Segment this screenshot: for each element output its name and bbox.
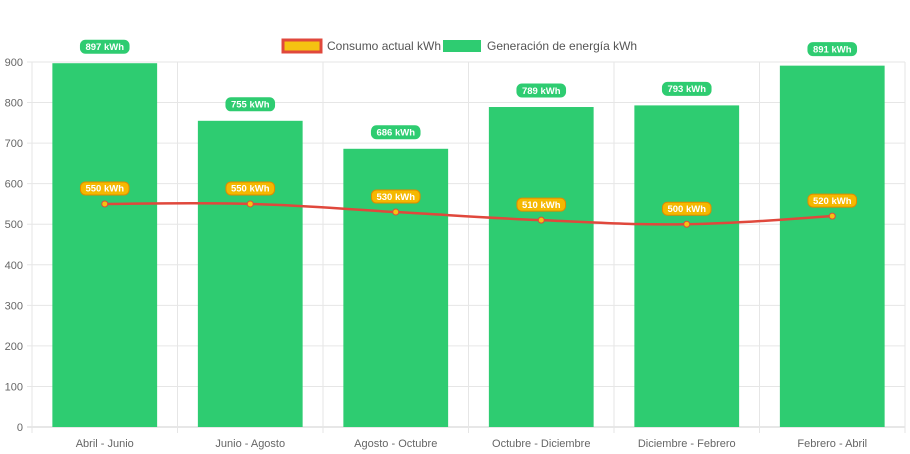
bar-generacion[interactable] xyxy=(488,107,594,428)
bar-value-label: 891 kWh xyxy=(807,42,858,57)
y-tick-label: 600 xyxy=(5,179,23,191)
x-tick-label: Junio - Agosto xyxy=(215,438,285,450)
y-tick-label: 700 xyxy=(5,138,23,150)
bar-value-label: 755 kWh xyxy=(225,97,276,112)
line-series xyxy=(101,200,836,228)
axes: 0 100 200 300 400 500 600 700 800 900 Abril - Juni… xyxy=(5,57,867,450)
line-value-label: 550 kWh xyxy=(79,181,130,196)
bar-generacion[interactable] xyxy=(197,120,303,428)
line-value-label: 520 kWh xyxy=(807,193,858,208)
line-consumo xyxy=(104,201,833,226)
line-value-label-bg xyxy=(370,189,421,204)
bar-value-label: 897 kWh xyxy=(79,39,130,54)
legend-item-generacion[interactable]: Generación de energía kWh xyxy=(443,39,637,53)
y-tick-label: 400 xyxy=(5,260,23,272)
line-value-label: 550 kWh xyxy=(225,181,276,196)
bar-value-label-text: 755 kWh xyxy=(231,100,270,111)
x-tick-label: Abril - Junio xyxy=(76,438,134,450)
bar-value-label-text: 897 kWh xyxy=(85,42,124,53)
bar-value-label-bg xyxy=(516,83,567,98)
bar-value-label-bg xyxy=(370,125,421,140)
y-tick-label: 100 xyxy=(5,381,23,393)
bar-generacion[interactable] xyxy=(779,65,885,428)
line-value-label-text: 550 kWh xyxy=(231,184,270,195)
y-tick-label: 900 xyxy=(5,57,23,69)
line-value-label-bg xyxy=(516,197,567,212)
line-value-label-text: 550 kWh xyxy=(85,184,124,195)
bar-value-label-text: 789 kWh xyxy=(522,86,561,97)
x-tick-label: Agosto - Octubre xyxy=(354,438,437,450)
y-tick-label: 500 xyxy=(5,219,23,231)
bar-value-label-text: 793 kWh xyxy=(667,84,706,95)
line-value-label: 500 kWh xyxy=(661,201,712,216)
line-value-label-bg xyxy=(807,193,858,208)
line-value-label-bg xyxy=(661,201,712,216)
line-value-label-bg xyxy=(225,181,276,196)
y-tick-label: 800 xyxy=(5,98,23,110)
x-tick-label: Diciembre - Febrero xyxy=(638,438,736,450)
line-value-label-text: 500 kWh xyxy=(667,204,706,215)
bar-value-label: 686 kWh xyxy=(370,125,421,140)
bar-value-label: 793 kWh xyxy=(661,81,712,96)
bar-value-label-text: 891 kWh xyxy=(813,44,852,55)
legend-label-generacion: Generación de energía kWh xyxy=(487,39,637,53)
line-value-label-text: 530 kWh xyxy=(376,192,415,203)
legend-swatch-consumo xyxy=(281,38,323,54)
bar-value-label-text: 686 kWh xyxy=(376,128,415,139)
bar-value-label: 789 kWh xyxy=(516,83,567,98)
line-value-label: 530 kWh xyxy=(370,189,421,204)
y-tick-label: 200 xyxy=(5,341,23,353)
bar-value-label-bg xyxy=(79,39,130,54)
line-value-label-bg xyxy=(79,181,130,196)
line-value-label-text: 510 kWh xyxy=(522,200,561,211)
data-labels: 897 kWh 755 kWh 686 kWh 789 kWh 793 kWh 891 k… xyxy=(79,39,858,216)
y-tick-label: 0 xyxy=(17,422,23,434)
point-consumo[interactable] xyxy=(246,200,254,208)
y-tick-label: 300 xyxy=(5,300,23,312)
point-consumo[interactable] xyxy=(828,212,836,220)
line-value-label: 510 kWh xyxy=(516,197,567,212)
grid xyxy=(27,61,906,433)
bar-value-label-bg xyxy=(661,81,712,96)
legend-swatch-generacion xyxy=(443,40,481,52)
bar-generacion[interactable] xyxy=(52,63,158,427)
bar-value-label-bg xyxy=(807,42,858,57)
x-tick-label: Octubre - Diciembre xyxy=(492,438,590,450)
bar-generacion[interactable] xyxy=(634,105,740,428)
line-value-label-text: 520 kWh xyxy=(813,196,852,207)
legend-label-consumo: Consumo actual kWh xyxy=(327,39,441,53)
legend[interactable]: Consumo actual kWh Generación de energía … xyxy=(281,38,637,54)
point-consumo[interactable] xyxy=(101,200,109,208)
legend-item-consumo[interactable]: Consumo actual kWh xyxy=(281,38,441,54)
x-tick-label: Febrero - Abril xyxy=(797,438,867,450)
point-consumo[interactable] xyxy=(537,216,545,224)
bar-value-label-bg xyxy=(225,97,276,112)
point-consumo[interactable] xyxy=(683,220,691,228)
point-consumo[interactable] xyxy=(392,208,400,216)
bar-series xyxy=(52,63,885,428)
